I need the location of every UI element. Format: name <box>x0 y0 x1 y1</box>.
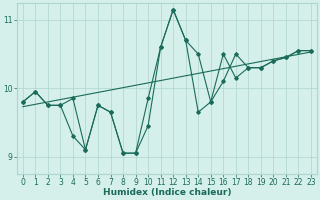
X-axis label: Humidex (Indice chaleur): Humidex (Indice chaleur) <box>103 188 231 197</box>
